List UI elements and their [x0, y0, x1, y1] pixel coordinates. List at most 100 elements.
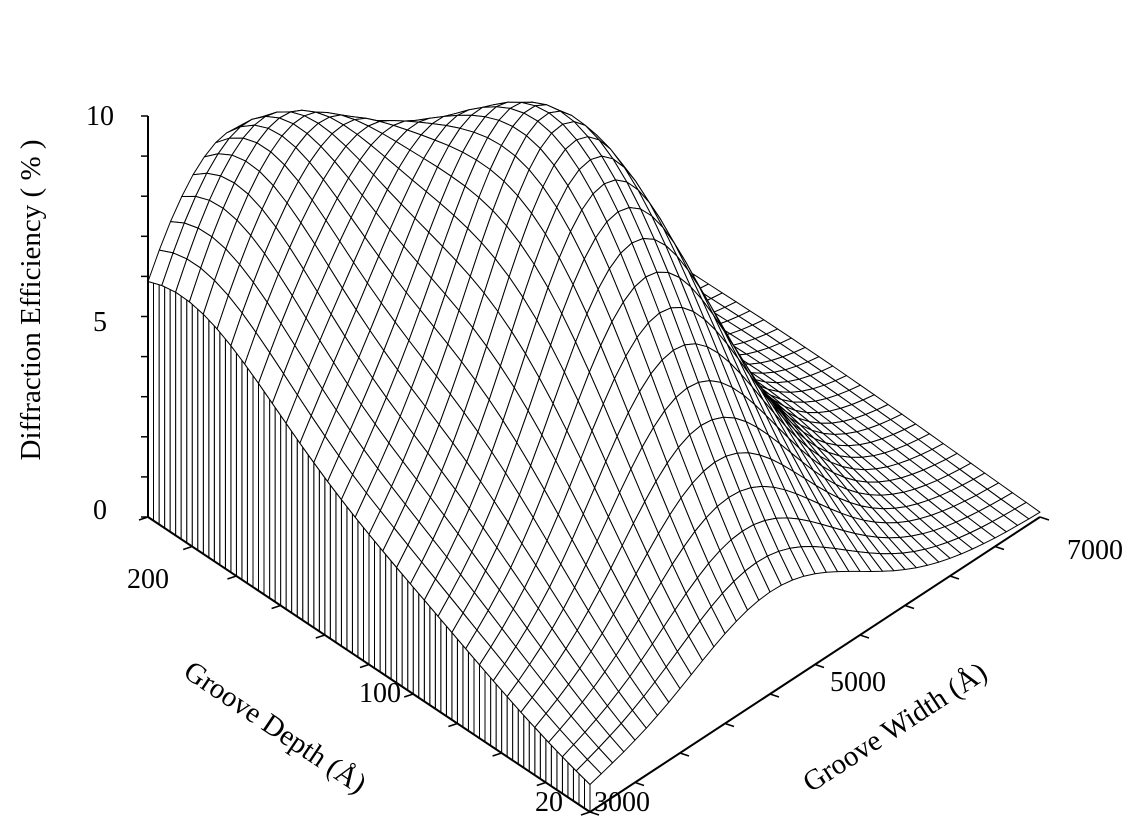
skirt-strip — [258, 381, 265, 596]
depth-tick — [227, 575, 237, 580]
width-tick — [724, 722, 735, 728]
depth-tick — [138, 516, 149, 521]
skirt-strip — [158, 283, 166, 530]
skirt-strip — [269, 397, 276, 603]
skirt-strip — [335, 490, 342, 648]
width-tick — [589, 811, 600, 816]
depth-tick-labels: 200 100 20 — [127, 564, 563, 818]
skirt-strip — [302, 445, 309, 625]
skirt-strip — [153, 282, 160, 526]
skirt-strip — [456, 637, 464, 729]
skirt-strip — [296, 437, 304, 622]
skirt-strip — [545, 738, 552, 788]
width-tick — [634, 781, 645, 787]
skirt-strip — [412, 585, 420, 699]
depth-tick — [492, 752, 502, 757]
skirt-strip — [445, 624, 453, 721]
skirt-strip — [379, 546, 387, 677]
skirt-strip — [429, 605, 436, 710]
surface-cell — [575, 759, 602, 785]
skirt-strip — [291, 429, 298, 618]
skirt-strip — [186, 298, 193, 548]
skirt-strip — [390, 559, 398, 684]
depth-tick — [359, 663, 370, 669]
skirt-strip — [197, 307, 204, 555]
width-axis-title: Groove Width (Å) — [797, 656, 993, 799]
width-tick — [949, 575, 960, 580]
skirt-strip — [280, 413, 287, 611]
skirt-strip — [230, 344, 237, 577]
skirt-strip — [219, 330, 226, 570]
depth-tick — [536, 781, 547, 787]
skirt-strip — [451, 631, 458, 725]
skirt-strip — [246, 366, 254, 589]
depth-tick-label: 100 — [359, 678, 401, 709]
skirt-strip — [274, 405, 282, 607]
skirt-strip — [512, 701, 519, 766]
skirt-strip — [164, 285, 171, 533]
skirt-strip — [528, 720, 536, 777]
skirt-strip — [490, 676, 497, 751]
width-tick-labels: 3000 5000 7000 — [594, 535, 1123, 818]
skirt-strip — [440, 618, 447, 718]
skirt-strip — [263, 389, 271, 600]
depth-tick-label: 20 — [535, 787, 563, 818]
skirt-strip — [550, 744, 558, 791]
skirt-strip — [318, 468, 326, 636]
width-tick — [814, 663, 825, 669]
depth-tick — [315, 634, 326, 639]
skirt-strip — [401, 572, 409, 692]
depth-tick — [448, 722, 458, 728]
width-tick — [994, 545, 1005, 551]
skirt-strip — [169, 288, 177, 537]
skirt-strip — [213, 324, 221, 566]
skirt-strip — [252, 373, 259, 592]
skirt-strip — [329, 483, 337, 644]
skirt-strip — [523, 713, 530, 773]
skirt-strip — [313, 461, 320, 633]
width-tick — [859, 634, 870, 639]
skirt-strip — [385, 553, 392, 681]
skirt-strip — [462, 644, 469, 732]
depth-tick — [403, 693, 414, 698]
skirt-strip — [473, 657, 480, 740]
skirt-strip — [479, 663, 486, 743]
skirt-strip — [423, 598, 431, 707]
skirt-strip — [208, 318, 215, 563]
skirt-strip — [517, 707, 525, 769]
depth-tick — [580, 811, 591, 816]
skirt-strip — [191, 303, 199, 552]
skirt-strip — [357, 519, 364, 662]
skirt-strip — [539, 732, 547, 784]
depth-tick — [271, 604, 281, 610]
skirt-strip — [368, 532, 375, 670]
skirt-strip — [374, 539, 381, 673]
z-tick-label: 5 — [93, 307, 107, 338]
width-tick — [1039, 516, 1050, 521]
skirt-strip — [534, 726, 541, 780]
skirt-strip — [572, 766, 580, 806]
width-tick-label: 3000 — [594, 787, 650, 818]
z-tick-label: 0 — [93, 495, 107, 526]
skirt-strip — [202, 312, 210, 559]
z-tick-label: 10 — [86, 101, 114, 132]
skirt-strip — [351, 512, 359, 659]
skirt-strip — [495, 682, 503, 754]
skirt-strip — [567, 761, 574, 802]
width-tick-label: 5000 — [830, 667, 886, 698]
skirt-strip — [407, 579, 414, 695]
skirt-strip — [467, 650, 475, 736]
skirt-strip — [506, 695, 514, 762]
skirt-strip — [175, 291, 182, 541]
skirt-strip — [561, 755, 569, 799]
skirt-strip — [434, 611, 442, 714]
skirt-strip — [346, 505, 353, 655]
skirt-strip — [224, 337, 232, 574]
skirt-strip — [324, 476, 331, 640]
width-tick — [769, 693, 780, 698]
skirt-strip — [235, 351, 243, 581]
depth-axis-title: Groove Depth (Å) — [178, 655, 372, 800]
skirt-strip — [285, 421, 293, 614]
skirt-strip — [307, 453, 315, 629]
